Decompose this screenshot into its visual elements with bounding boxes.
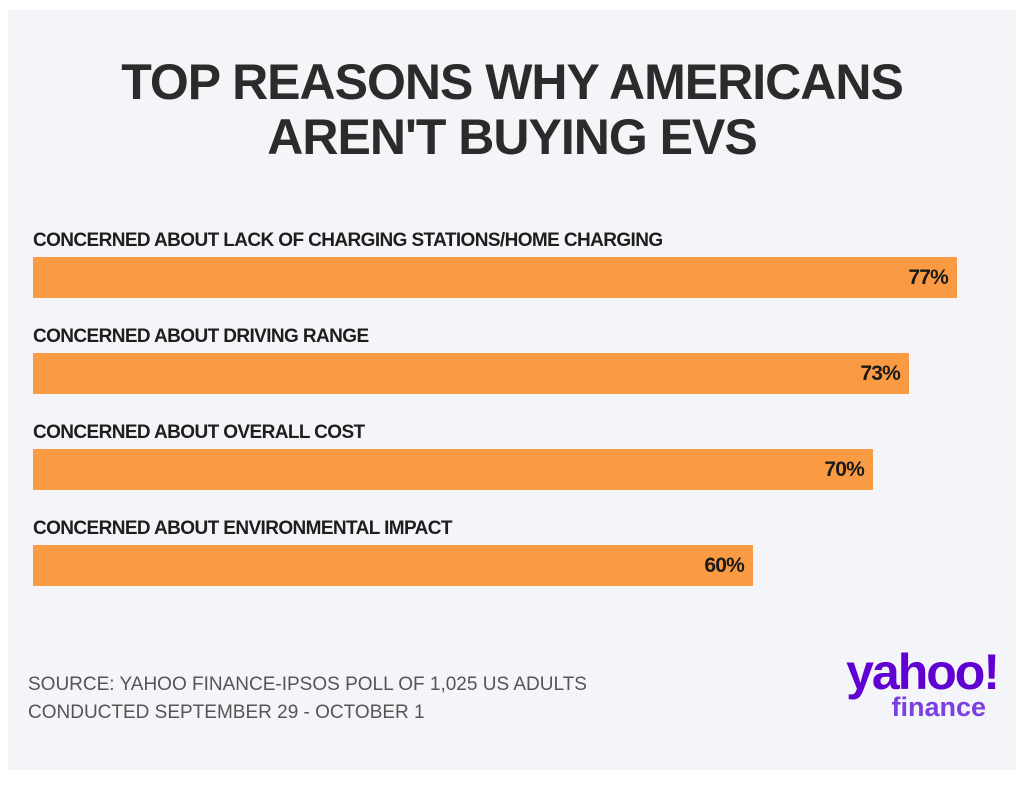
category-label: CONCERNED ABOUT ENVIRONMENTAL IMPACT (33, 518, 453, 539)
bar (33, 545, 753, 586)
value-label: 60% (704, 554, 745, 577)
category-label: CONCERNED ABOUT LACK OF CHARGING STATION… (33, 230, 663, 251)
bar (33, 257, 957, 298)
source: SOURCE: YAHOO FINANCE-IPSOS POLL OF 1,02… (28, 674, 587, 695)
value-label: 70% (824, 458, 865, 481)
bar (33, 353, 909, 394)
source: CONDUCTED SEPTEMBER 29 - OCTOBER 1 (28, 702, 425, 723)
bar (33, 449, 873, 490)
value-label: 77% (908, 266, 949, 289)
logo: yahoo! (846, 644, 998, 700)
logo: finance (891, 692, 986, 722)
category-label: CONCERNED ABOUT OVERALL COST (33, 422, 366, 443)
chart-title: AREN'T BUYING EVS (267, 109, 756, 165)
category-label: CONCERNED ABOUT DRIVING RANGE (33, 326, 369, 347)
chart-title: TOP REASONS WHY AMERICANS (121, 54, 903, 110)
value-label: 73% (860, 362, 901, 385)
